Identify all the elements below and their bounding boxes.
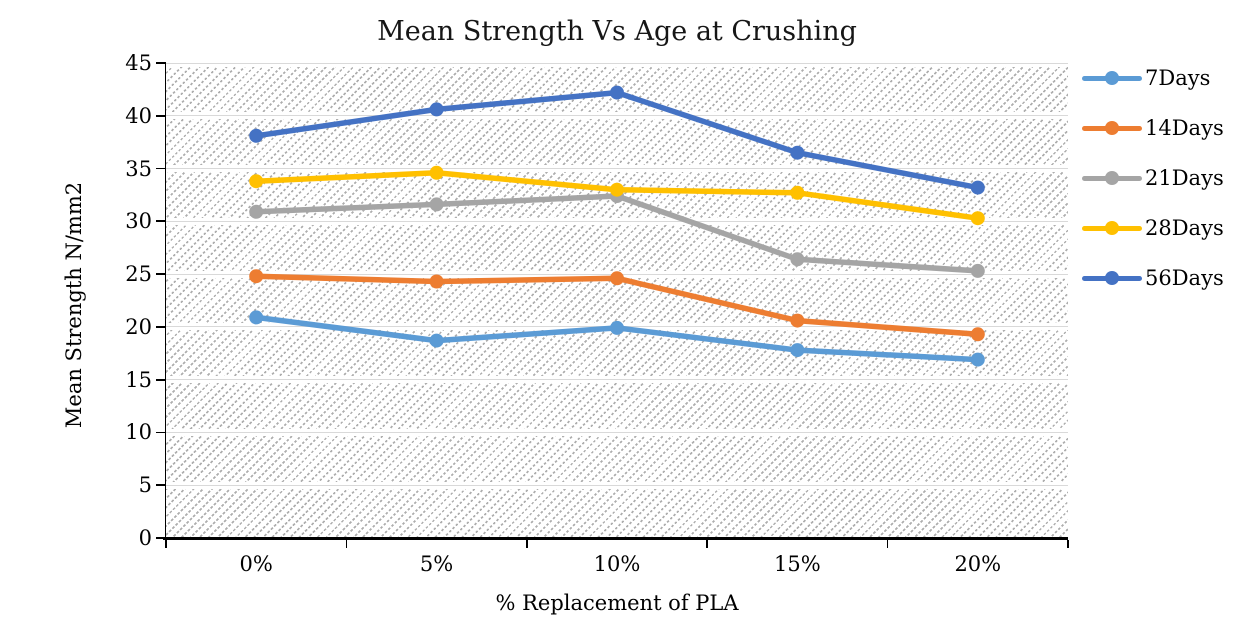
gridline-10 [166,428,1068,436]
data-point-21days-20% [970,263,985,278]
data-point-28days-0% [249,174,264,189]
legend-label-14days: 14Days [1145,116,1224,140]
legend-label-21days: 21Days [1145,166,1224,190]
y-tick-label-0: 0 [138,526,152,550]
y-axis-title: Mean Strength N/mm2 [62,181,86,429]
data-point-14days-0% [249,269,264,284]
data-point-28days-5% [429,165,444,180]
y-tick-label-20: 20 [125,314,152,339]
legend-line-marker-icon [1082,113,1142,143]
data-point-28days-15% [790,185,805,200]
y-tick-15 [156,378,165,381]
legend-item-7days: 7Days [1082,63,1224,93]
y-tick-0 [156,537,165,539]
x-tick-label-20%: 20% [954,552,1002,576]
data-point-56days-0% [249,128,264,143]
legend-line-marker-icon [1082,163,1142,193]
data-point-56days-5% [429,102,444,117]
x-axis-line [163,536,1068,540]
y-tick-label-5: 5 [138,473,152,498]
gridline-40 [166,112,1068,120]
y-tick-40 [156,114,165,117]
legend-label-7days: 7Days [1145,66,1211,90]
x-tick-5 [1067,540,1069,548]
gridline-35 [166,165,1068,173]
data-point-21days-15% [790,252,805,267]
legend-dot-icon [1105,121,1119,135]
x-tick-0 [165,540,167,548]
y-tick-label-25: 25 [125,262,152,287]
x-tick-4 [886,540,889,548]
legend-label-56days: 56Days [1145,266,1224,290]
legend-dot-icon [1105,221,1119,235]
y-tick-label-40: 40 [125,103,152,128]
data-point-21days-5% [429,197,444,212]
x-tick-label-15%: 15% [774,552,821,576]
x-tick-3 [706,540,709,548]
data-point-14days-5% [429,274,444,289]
y-tick-label-10: 10 [125,420,152,445]
y-tick-label-15: 15 [125,367,152,392]
legend-label-28days: 28Days [1145,216,1224,240]
legend-dot-icon [1105,171,1119,185]
gridline-30 [166,217,1068,225]
series-plot [249,85,985,367]
legend-line-marker-icon [1082,263,1142,293]
data-point-21days-0% [249,204,264,219]
y-tick-label-45: 45 [125,51,152,75]
gridline-5 [166,481,1068,489]
data-point-7days-20% [970,352,985,367]
data-point-7days-15% [790,343,805,358]
legend-line-marker-icon [1082,213,1142,243]
gridline-45 [166,63,1068,67]
series-line-56days [253,89,981,191]
y-tick-45 [156,62,165,64]
legend-item-21days: 21Days [1082,163,1224,193]
data-point-56days-20% [970,180,985,195]
data-point-56days-10% [610,85,624,100]
x-tick-1 [345,540,348,548]
y-tick-20 [156,325,165,328]
x-tick-label-5%: 5% [419,552,454,576]
x-tick-label-0%: 0% [239,552,273,576]
data-point-14days-10% [610,271,624,286]
data-point-28days-20% [970,211,985,226]
data-point-7days-5% [429,333,444,348]
x-tick-label-10%: 10% [593,552,641,576]
y-axis-line [164,62,167,540]
y-tick-label-30: 30 [125,209,152,234]
data-point-7days-10% [610,320,624,335]
data-point-28days-10% [610,182,624,197]
series-line-21days [253,193,981,274]
y-tick-5 [156,484,165,487]
y-tick-10 [156,431,165,434]
legend-line-marker-icon [1082,63,1142,93]
y-tick-35 [156,167,165,170]
x-axis-title: % Replacement of PLA [495,591,739,615]
data-point-14days-20% [970,327,985,342]
y-tick-label-35: 35 [125,156,152,181]
data-point-14days-15% [790,313,805,328]
data-point-56days-15% [790,145,805,160]
legend-item-14days: 14Days [1082,113,1224,143]
y-tick-25 [156,273,165,275]
chart-title: Mean Strength Vs Age at Crushing [377,16,857,47]
legend-dot-icon [1105,271,1119,285]
legend-dot-icon [1105,71,1119,85]
legend-item-56days: 56Days [1082,263,1224,293]
legend: 7Days 14Days 21Days 28Days 56Days [1082,63,1224,293]
gridline-15 [166,376,1068,384]
x-tick-2 [525,540,528,548]
legend-item-28days: 28Days [1082,213,1224,243]
plot-area [166,63,1068,538]
data-point-7days-0% [249,310,264,325]
y-tick-30 [156,220,165,223]
